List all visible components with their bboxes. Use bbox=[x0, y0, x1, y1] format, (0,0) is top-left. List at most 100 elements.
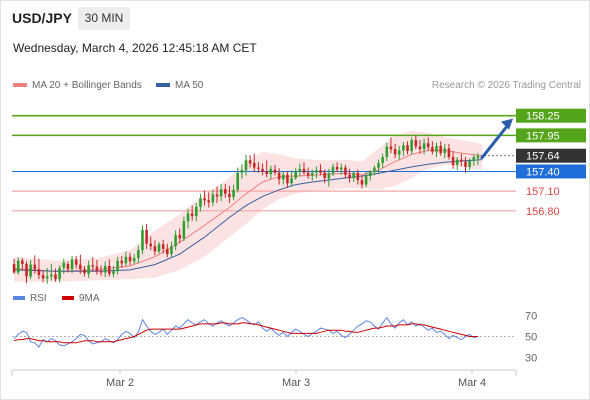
candle bbox=[476, 153, 480, 165]
candle bbox=[137, 245, 140, 264]
rsi-ma-swatch bbox=[62, 296, 74, 301]
ma50-swatch bbox=[156, 83, 170, 88]
candle-body bbox=[344, 167, 347, 175]
candle bbox=[211, 189, 215, 207]
candle-body bbox=[50, 274, 53, 277]
candle bbox=[402, 141, 405, 156]
candle bbox=[422, 138, 426, 155]
forecast-arrow-shaft bbox=[480, 122, 511, 160]
level-tag-pivot-text: 157.40 bbox=[526, 166, 560, 178]
candle-body bbox=[219, 189, 223, 197]
candle bbox=[240, 164, 244, 179]
candle-body bbox=[141, 229, 144, 251]
candle-body bbox=[91, 265, 95, 267]
candle-body bbox=[21, 260, 24, 264]
candle bbox=[377, 159, 380, 173]
forecast-arrow-head bbox=[501, 118, 513, 130]
candle-body bbox=[335, 166, 339, 170]
candle bbox=[464, 157, 467, 173]
candle bbox=[327, 168, 331, 187]
ma50-line bbox=[14, 159, 483, 272]
candle-body bbox=[244, 160, 248, 171]
candle-body bbox=[310, 172, 314, 176]
candle-body bbox=[389, 146, 393, 150]
candle-body bbox=[74, 259, 78, 265]
candle-body bbox=[132, 258, 136, 262]
candle-body bbox=[257, 167, 260, 169]
candle bbox=[286, 171, 289, 188]
candle bbox=[290, 170, 293, 187]
candle-body bbox=[431, 147, 434, 152]
candle bbox=[54, 268, 57, 282]
candle-body bbox=[236, 172, 240, 190]
level-tag-last-bg bbox=[516, 148, 586, 163]
candle-body bbox=[261, 168, 264, 172]
candle-body bbox=[128, 256, 132, 262]
candle bbox=[66, 261, 70, 273]
candle-body bbox=[319, 170, 322, 173]
candle bbox=[95, 260, 99, 275]
candle-body bbox=[149, 243, 153, 247]
candle bbox=[16, 257, 20, 275]
candle-body bbox=[393, 149, 397, 155]
level-tag-r1-bg bbox=[516, 128, 586, 143]
candle-body bbox=[157, 244, 161, 252]
candle bbox=[70, 256, 74, 274]
candle bbox=[215, 186, 219, 203]
candle bbox=[294, 168, 297, 180]
candle bbox=[25, 261, 28, 283]
candle-body bbox=[232, 189, 235, 198]
candle-body bbox=[443, 148, 447, 154]
rsi-tick-label: 70 bbox=[525, 311, 537, 323]
candle bbox=[232, 184, 235, 201]
candle-body bbox=[269, 168, 273, 175]
candle-body bbox=[112, 271, 115, 274]
candle bbox=[414, 135, 418, 150]
candle bbox=[207, 192, 211, 208]
candle-body bbox=[464, 161, 467, 167]
candle-body bbox=[352, 172, 355, 179]
candle bbox=[439, 141, 442, 156]
candle bbox=[451, 151, 455, 169]
candle bbox=[29, 260, 32, 280]
level-tag-s2: 156.80 bbox=[526, 206, 560, 218]
candle-body bbox=[435, 145, 438, 152]
candle-body bbox=[414, 139, 418, 147]
candle bbox=[12, 258, 16, 274]
candle-body bbox=[99, 271, 103, 273]
candle-body bbox=[286, 174, 289, 184]
candle bbox=[128, 252, 132, 266]
candle bbox=[33, 255, 37, 274]
candle-body bbox=[45, 276, 49, 279]
candle bbox=[265, 160, 268, 178]
candle-body bbox=[70, 259, 74, 270]
candle-body bbox=[178, 235, 182, 239]
candle bbox=[455, 157, 459, 171]
candle bbox=[45, 267, 49, 284]
candle bbox=[170, 241, 173, 257]
timeframe-button[interactable]: 30 MIN bbox=[78, 7, 130, 30]
level-tag-pivot: 157.40 bbox=[516, 164, 586, 179]
bollinger-band bbox=[14, 130, 483, 282]
candle bbox=[91, 257, 95, 272]
candle-body bbox=[166, 248, 169, 255]
candle bbox=[426, 137, 430, 151]
candle-body bbox=[298, 168, 302, 172]
candle-body bbox=[402, 145, 405, 151]
candle bbox=[157, 241, 161, 254]
legend-rsi: RSI bbox=[13, 293, 47, 304]
legend-ma50: MA 50 bbox=[156, 80, 203, 91]
candle bbox=[174, 230, 177, 251]
candle-body bbox=[33, 264, 37, 270]
symbol-label: USD/JPY bbox=[12, 10, 72, 26]
candle-body bbox=[29, 264, 32, 277]
candle-body bbox=[87, 265, 90, 274]
candle-body bbox=[207, 200, 211, 203]
candle-body bbox=[364, 176, 368, 185]
level-tag-r2-text: 158.25 bbox=[526, 111, 560, 123]
candle bbox=[62, 258, 66, 274]
candle-body bbox=[161, 244, 165, 249]
candle-body bbox=[476, 155, 480, 159]
candle bbox=[199, 193, 202, 212]
